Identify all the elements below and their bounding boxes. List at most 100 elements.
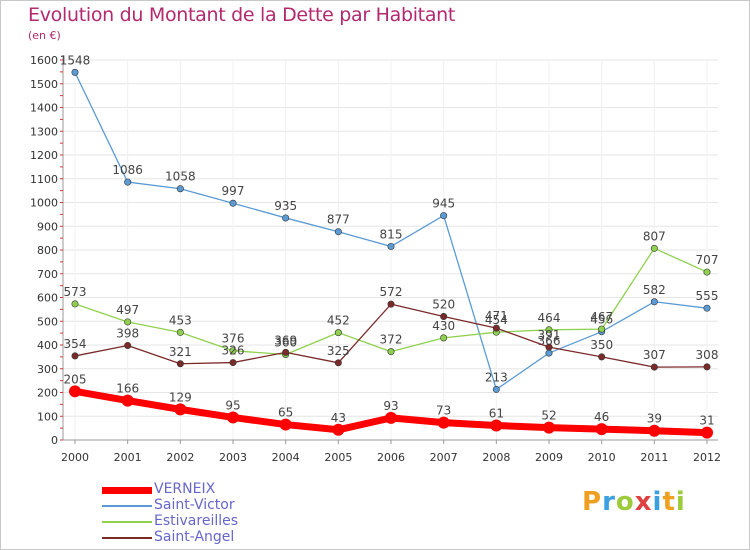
data-point-saint-victor bbox=[176, 185, 184, 193]
data-label-saint-angel: 572 bbox=[380, 285, 403, 299]
x-tick-label: 2005 bbox=[324, 451, 352, 464]
data-point-saint-angel bbox=[71, 352, 79, 360]
y-tick-label: 700 bbox=[37, 268, 58, 281]
data-point-verneix bbox=[279, 418, 292, 431]
data-label-estivareilles: 807 bbox=[643, 229, 666, 243]
y-tick-label: 1100 bbox=[30, 173, 58, 186]
data-point-saint-victor bbox=[71, 68, 79, 76]
data-label-saint-victor: 1548 bbox=[60, 53, 91, 67]
data-label-saint-angel: 354 bbox=[64, 337, 87, 351]
data-label-estivareilles: 467 bbox=[590, 310, 613, 324]
data-point-verneix bbox=[332, 423, 345, 436]
y-tick-label: 800 bbox=[37, 244, 58, 257]
y-tick-label: 200 bbox=[37, 387, 58, 400]
data-point-estivareilles bbox=[229, 347, 237, 355]
data-point-saint-angel bbox=[545, 343, 553, 351]
data-label-estivareilles: 452 bbox=[327, 314, 350, 328]
data-point-saint-angel bbox=[176, 360, 184, 368]
legend-swatch bbox=[102, 486, 152, 494]
data-label-verneix: 39 bbox=[647, 412, 662, 426]
data-point-verneix bbox=[174, 403, 187, 416]
data-point-saint-victor bbox=[440, 212, 448, 220]
proxiti-logo: Proxiti bbox=[582, 487, 686, 517]
data-label-saint-victor: 945 bbox=[432, 197, 455, 211]
data-point-estivareilles bbox=[124, 318, 132, 326]
data-point-saint-victor bbox=[545, 349, 553, 357]
data-point-saint-victor bbox=[703, 304, 711, 312]
data-point-saint-angel bbox=[334, 359, 342, 367]
data-label-saint-angel: 308 bbox=[696, 348, 719, 362]
x-tick-label: 2003 bbox=[219, 451, 247, 464]
data-label-saint-angel: 350 bbox=[590, 338, 613, 352]
data-point-verneix bbox=[543, 421, 555, 434]
data-label-saint-victor: 555 bbox=[696, 289, 719, 303]
y-tick-label: 600 bbox=[37, 292, 58, 305]
y-tick-label: 1600 bbox=[30, 54, 58, 67]
y-tick-label: 900 bbox=[37, 220, 58, 233]
data-label-verneix: 61 bbox=[489, 407, 504, 421]
logo-letter: t bbox=[662, 487, 676, 517]
y-tick-label: 1200 bbox=[30, 149, 58, 162]
x-tick-label: 2011 bbox=[640, 451, 668, 464]
data-label-verneix: 93 bbox=[383, 399, 398, 413]
x-tick-label: 2006 bbox=[377, 451, 405, 464]
data-point-estivareilles bbox=[650, 244, 658, 252]
data-label-saint-angel: 520 bbox=[432, 298, 455, 312]
x-tick-label: 2010 bbox=[588, 451, 616, 464]
data-label-estivareilles: 707 bbox=[696, 253, 719, 267]
legend-label: Estivareilles bbox=[154, 513, 239, 529]
y-tick-label: 1300 bbox=[30, 125, 58, 138]
legend-label: Saint-Angel bbox=[154, 529, 235, 545]
y-tick-label: 100 bbox=[37, 410, 58, 423]
data-label-verneix: 129 bbox=[169, 390, 192, 404]
chart-title: Evolution du Montant de la Dette par Hab… bbox=[28, 4, 456, 26]
data-point-saint-angel bbox=[282, 348, 290, 356]
y-tick-label: 400 bbox=[37, 339, 58, 352]
data-point-verneix bbox=[121, 394, 134, 407]
data-label-estivareilles: 454 bbox=[485, 313, 508, 327]
data-point-verneix bbox=[595, 423, 608, 436]
data-label-saint-victor: 582 bbox=[643, 283, 666, 297]
data-label-estivareilles: 573 bbox=[64, 285, 87, 299]
legend-swatch bbox=[102, 505, 152, 507]
legend-label: Saint-Victor bbox=[154, 497, 235, 513]
legend-swatch bbox=[102, 537, 152, 539]
x-tick-label: 2002 bbox=[166, 451, 194, 464]
data-label-saint-angel: 471 bbox=[485, 309, 508, 323]
data-point-saint-victor bbox=[387, 242, 395, 250]
data-point-verneix bbox=[648, 424, 661, 437]
data-label-saint-angel: 398 bbox=[116, 326, 139, 340]
data-label-verneix: 52 bbox=[541, 409, 556, 423]
data-label-saint-victor: 997 bbox=[222, 184, 245, 198]
y-tick-label: 300 bbox=[37, 363, 58, 376]
y-tick-label: 1000 bbox=[30, 197, 58, 210]
data-point-saint-angel bbox=[703, 363, 711, 371]
x-tick-label: 2004 bbox=[272, 451, 300, 464]
data-point-estivareilles bbox=[440, 334, 448, 342]
data-label-saint-victor: 877 bbox=[327, 213, 350, 227]
data-point-saint-victor bbox=[124, 178, 132, 186]
data-point-saint-victor bbox=[229, 199, 237, 207]
data-point-verneix bbox=[490, 419, 503, 432]
data-label-estivareilles: 360 bbox=[274, 336, 297, 350]
data-point-verneix bbox=[701, 426, 713, 439]
data-point-saint-victor bbox=[282, 214, 290, 222]
data-label-verneix: 205 bbox=[64, 372, 87, 386]
data-point-estivareilles bbox=[703, 268, 711, 276]
logo-letter: x bbox=[634, 487, 653, 517]
data-label-saint-victor: 213 bbox=[485, 370, 508, 384]
data-label-saint-angel: 325 bbox=[327, 344, 350, 358]
data-label-verneix: 95 bbox=[225, 398, 240, 412]
data-label-saint-victor: 1086 bbox=[112, 163, 143, 177]
data-point-saint-angel bbox=[124, 341, 132, 349]
data-point-estivareilles bbox=[598, 325, 606, 333]
data-point-verneix bbox=[385, 411, 397, 424]
x-tick-label: 2012 bbox=[693, 451, 721, 464]
data-point-saint-victor bbox=[650, 298, 658, 306]
data-label-estivareilles: 376 bbox=[222, 332, 245, 346]
logo-letter: P bbox=[582, 487, 603, 517]
data-label-verneix: 73 bbox=[436, 404, 451, 418]
data-point-estivareilles bbox=[334, 329, 342, 337]
logo-letter: i bbox=[675, 487, 686, 517]
